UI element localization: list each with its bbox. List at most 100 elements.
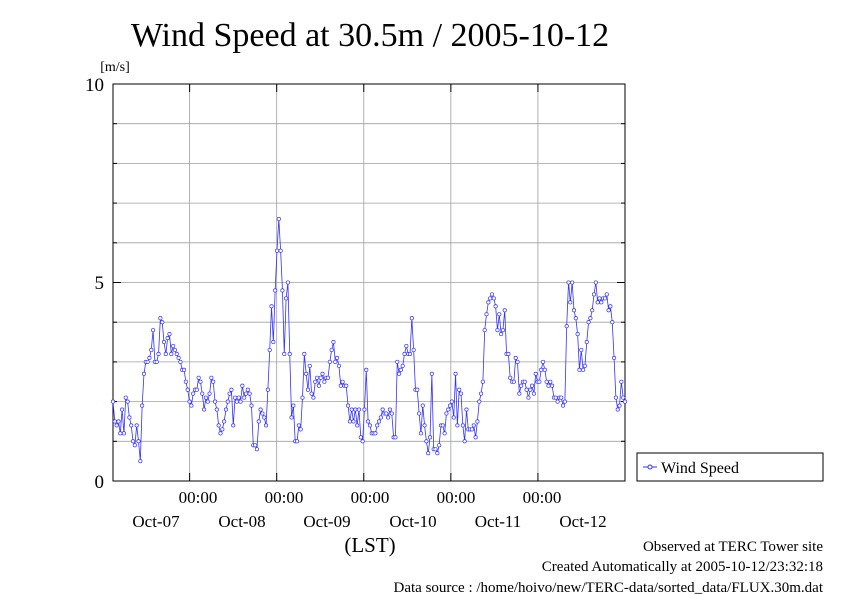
data-point (427, 435, 433, 440)
data-point (355, 423, 360, 428)
data-point (610, 320, 615, 325)
data-point (123, 395, 128, 400)
data-point (378, 415, 383, 420)
data-point (533, 371, 538, 376)
data-point (619, 379, 624, 384)
data-point (121, 431, 126, 436)
data-point (531, 391, 536, 396)
data-point (562, 399, 567, 404)
data-point (612, 355, 617, 360)
data-point (613, 395, 618, 400)
data-point (367, 423, 372, 428)
data-point (539, 367, 544, 372)
data-point (564, 324, 569, 329)
data-point (245, 387, 250, 392)
data-point (316, 383, 321, 388)
data-point (622, 399, 628, 404)
data-point (358, 435, 363, 440)
data-point (307, 363, 312, 368)
x-date-label: Oct-11 (475, 512, 522, 531)
legend-box (636, 452, 824, 482)
data-point (253, 443, 258, 448)
data-point (194, 387, 199, 392)
data-point (345, 403, 351, 408)
data-point (309, 391, 314, 396)
data-point (457, 387, 462, 392)
data-point (231, 423, 236, 428)
data-point (258, 407, 263, 412)
data-point (294, 439, 300, 444)
data-point (276, 216, 281, 222)
data-point (579, 347, 584, 353)
data-point (477, 399, 482, 404)
data-point (116, 419, 121, 424)
data-point (573, 316, 578, 321)
data-point (384, 411, 389, 416)
data-point (446, 407, 451, 412)
data-point (262, 415, 267, 420)
data-point (597, 296, 602, 301)
data-point (488, 296, 493, 301)
data-point (435, 451, 440, 456)
data-point (448, 403, 453, 408)
data-point (222, 419, 227, 424)
data-point (340, 379, 345, 384)
x-date-label: Oct-09 (303, 512, 350, 531)
data-point (522, 379, 527, 384)
data-point (110, 399, 116, 404)
data-point (212, 399, 218, 404)
data-point (172, 347, 178, 353)
data-point (320, 371, 325, 376)
data-point (118, 431, 123, 436)
data-point (287, 351, 292, 357)
data-point (375, 423, 380, 428)
data-point (160, 320, 165, 325)
data-point (528, 387, 533, 392)
x-tick-time-label: 00:00 (179, 488, 218, 507)
data-point (393, 435, 398, 440)
data-point (593, 280, 598, 285)
data-point (591, 292, 597, 297)
data-point (373, 431, 378, 436)
data-point (602, 296, 608, 301)
chart-title: Wind Speed at 30.5m / 2005-10-12 (131, 17, 609, 54)
data-point (615, 407, 620, 412)
data-point (229, 387, 234, 392)
data-point (187, 399, 192, 404)
data-point (132, 443, 137, 448)
data-point (291, 403, 296, 408)
data-point (464, 407, 469, 412)
data-point (508, 375, 513, 380)
data-point (158, 316, 163, 321)
data-point (582, 363, 587, 368)
data-point (209, 375, 214, 380)
legend-swatch-marker (647, 464, 653, 470)
data-point (568, 300, 573, 305)
data-point (398, 367, 403, 372)
data-point (271, 339, 276, 345)
data-point (338, 383, 343, 388)
data-point (424, 439, 429, 444)
data-point (409, 316, 414, 321)
data-point (256, 419, 261, 424)
data-point (161, 339, 167, 345)
data-point (120, 407, 125, 412)
data-point (397, 371, 402, 376)
footer-observed: Observed at TERC Tower site (643, 539, 823, 555)
data-point (331, 339, 336, 345)
x-tick-time-label: 00:00 (351, 488, 390, 507)
x-date-label: Oct-07 (132, 512, 180, 531)
data-point (364, 367, 369, 372)
data-point (417, 411, 422, 416)
data-point (422, 423, 427, 428)
data-point (242, 395, 247, 400)
data-point (202, 407, 207, 412)
x-tick-time-label: 00:00 (523, 488, 562, 507)
y-tick-label-0: 0 (95, 472, 105, 493)
data-point (289, 415, 294, 420)
data-point (484, 312, 489, 317)
data-point (599, 300, 604, 305)
data-point (546, 383, 551, 388)
data-point (203, 395, 208, 400)
data-point (473, 435, 478, 440)
